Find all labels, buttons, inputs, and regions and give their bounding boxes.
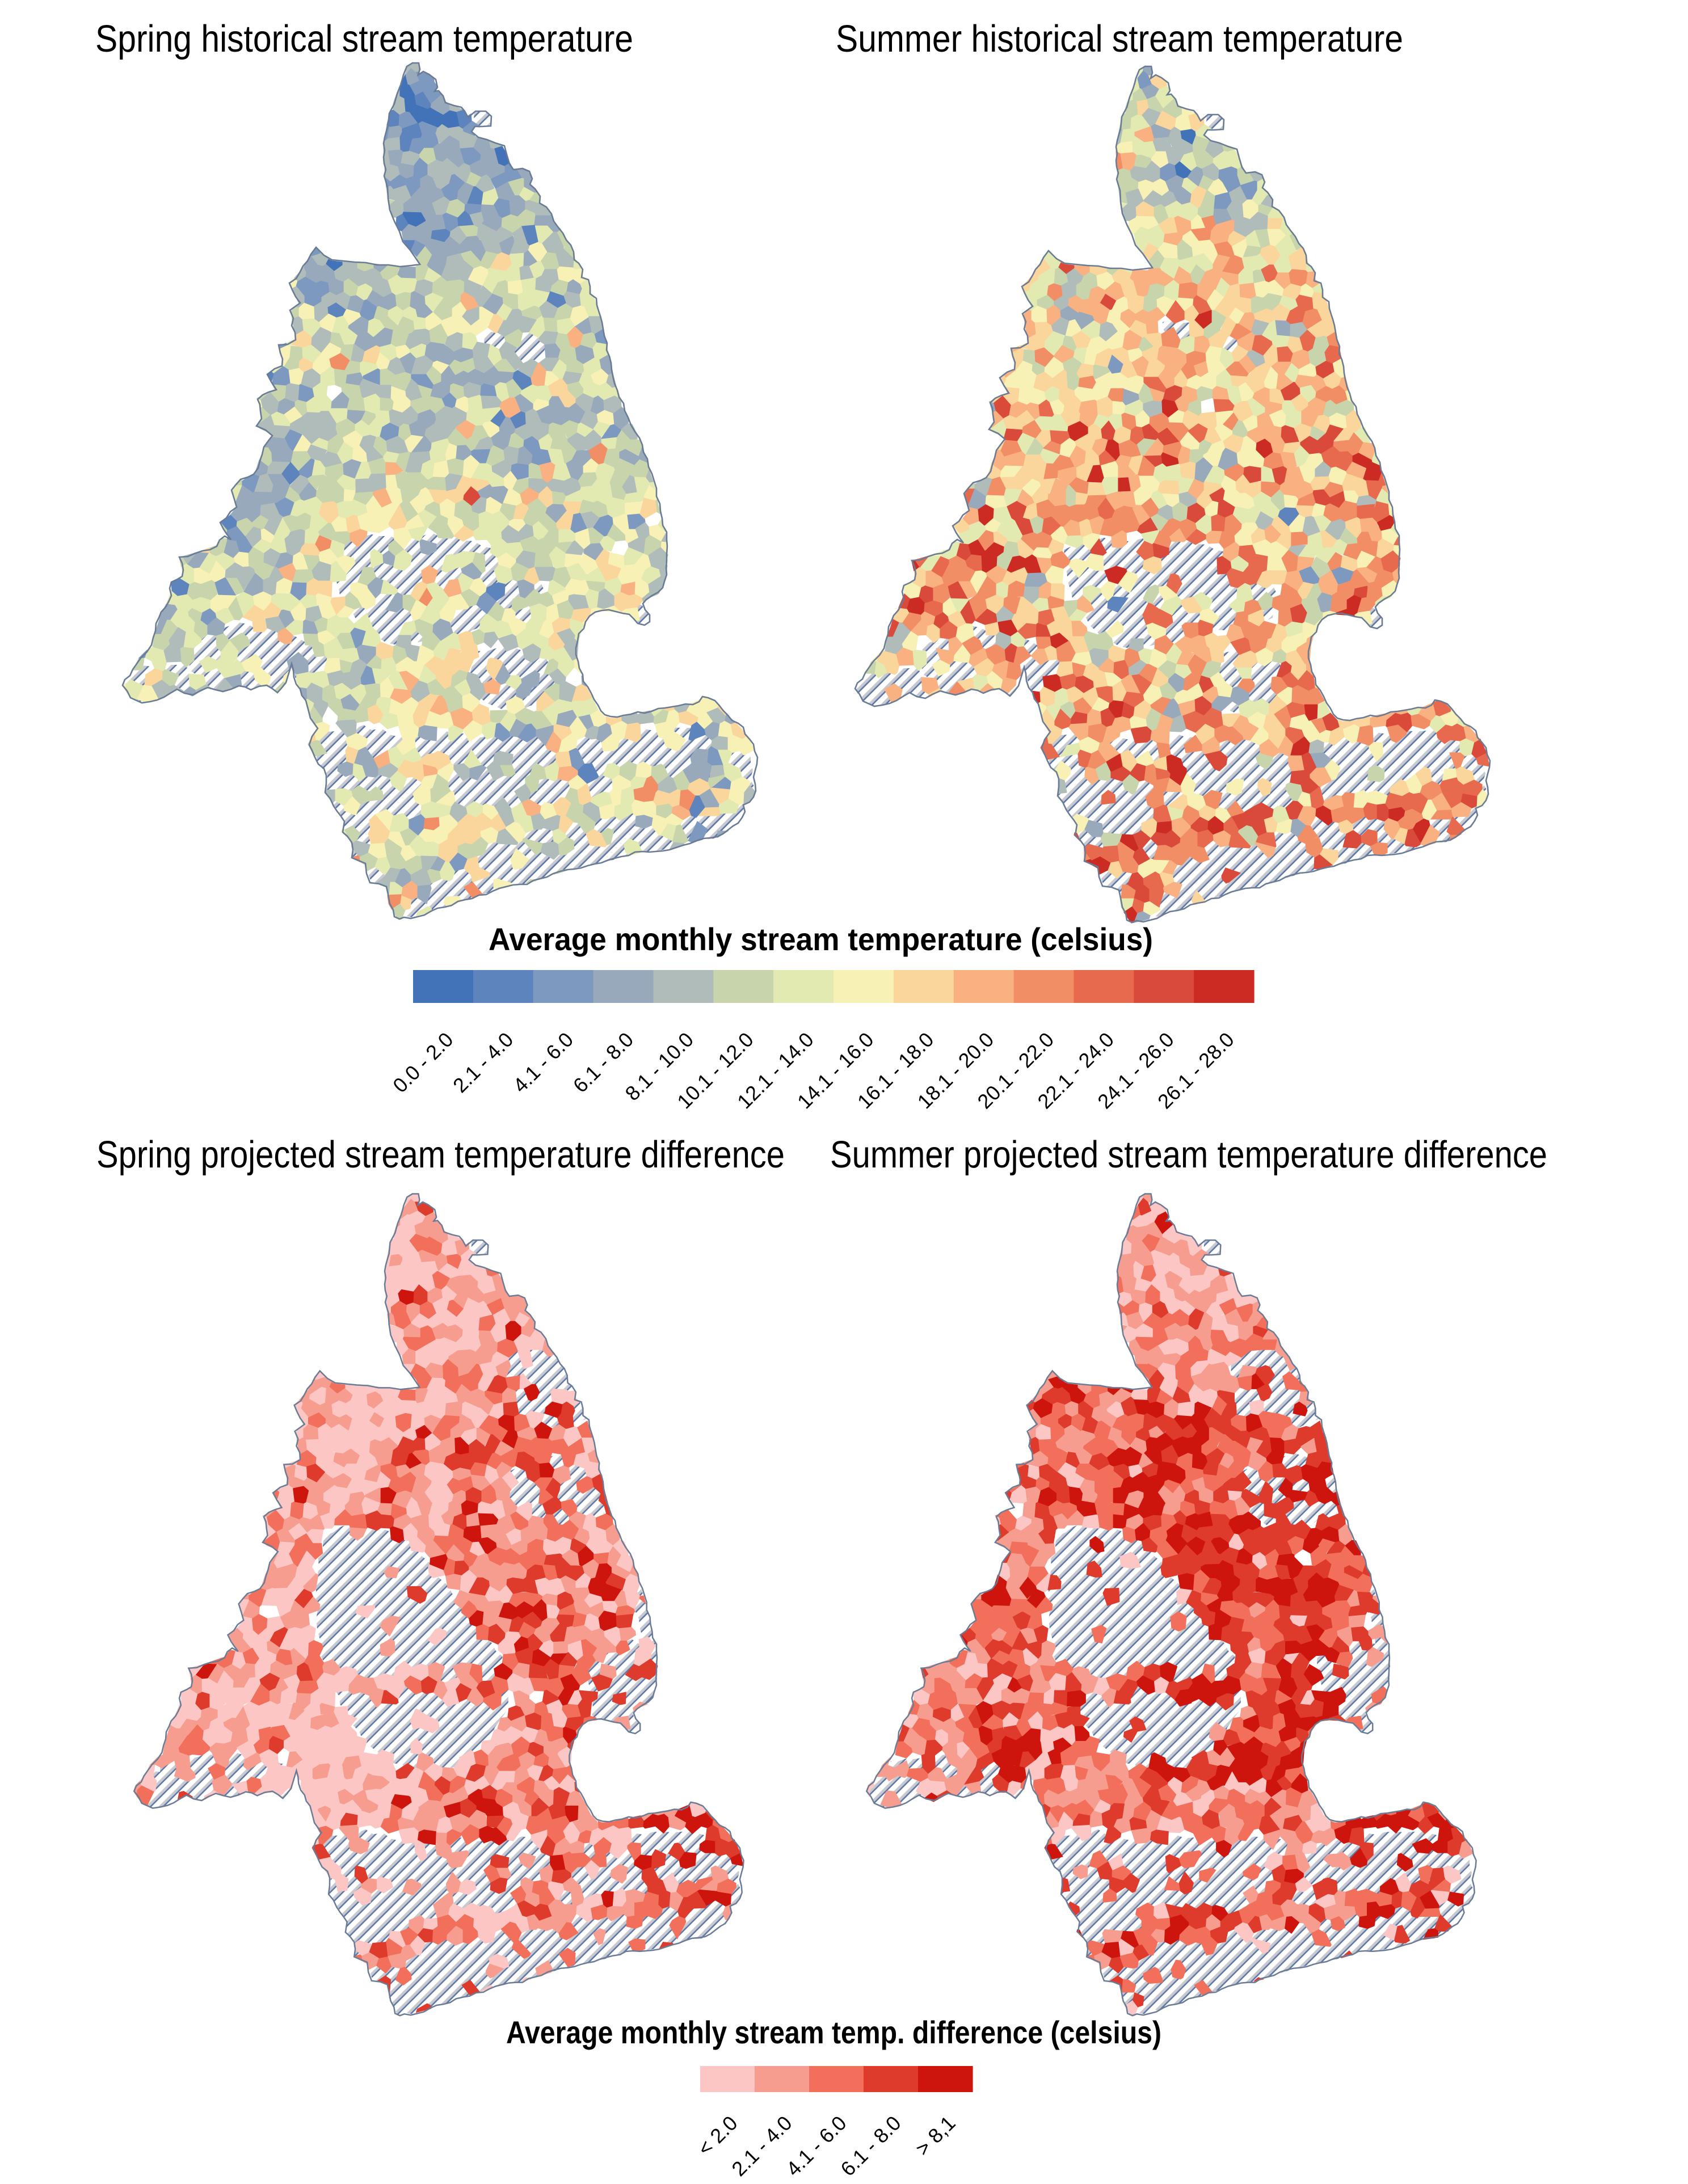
svg-text:Summer historical stream tempe: Summer historical stream temperature — [836, 18, 1403, 60]
svg-text:Average monthly stream tempera: Average monthly stream temperature (cels… — [489, 921, 1153, 957]
svg-text:Spring historical stream tempe: Spring historical stream temperature — [95, 18, 633, 60]
svg-text:Average monthly stream temp. d: Average monthly stream temp. difference … — [506, 2014, 1161, 2050]
svg-text:Spring projected stream temper: Spring projected stream temperature diff… — [96, 1133, 785, 1176]
svg-text:Summer projected stream temper: Summer projected stream temperature diff… — [830, 1133, 1547, 1176]
